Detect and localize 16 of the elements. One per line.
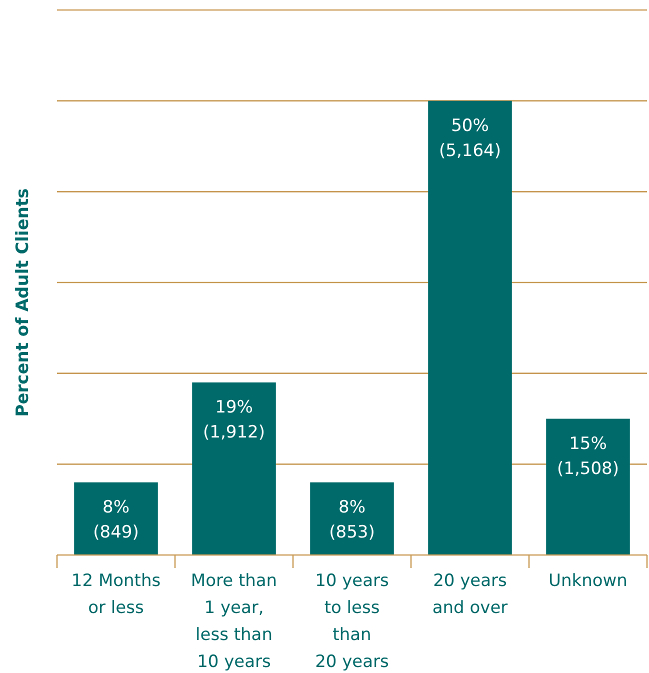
data-label: 19% (1,912) xyxy=(203,397,265,442)
bar xyxy=(428,100,512,555)
x-tick-label: 20 years and over xyxy=(432,571,508,618)
y-axis-title: Percent of Adult Clients xyxy=(13,188,33,417)
x-tick-label: 12 Months or less xyxy=(71,571,161,618)
data-label: 15% (1,508) xyxy=(557,434,619,479)
bar xyxy=(192,382,276,555)
x-tick-label: More than 1 year, less than 10 years xyxy=(190,571,278,672)
bar xyxy=(546,418,630,555)
x-tick-label: Unknown xyxy=(548,571,628,591)
bar xyxy=(74,482,158,555)
data-label: 8% (853) xyxy=(329,497,375,542)
x-tick-label: 10 years to less than 20 years xyxy=(315,571,390,672)
bar xyxy=(310,482,394,555)
data-label: 50% (5,164) xyxy=(439,116,501,161)
data-label: 8% (849) xyxy=(93,497,139,542)
